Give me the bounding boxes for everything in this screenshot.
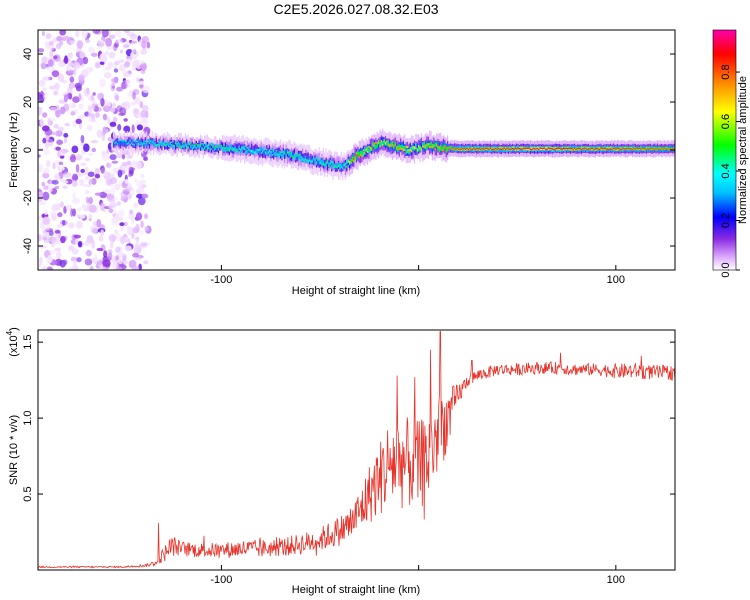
x-tick-label: 100	[607, 274, 625, 286]
y-tick-label: -40	[22, 238, 34, 254]
signal-ridge	[112, 128, 675, 181]
snr-y-multiplier-base: (x10	[8, 335, 20, 356]
colorbar-gradient	[712, 29, 737, 271]
y-tick-label: 1.5	[22, 335, 34, 350]
spectrogram-x-ticks: -100 100	[210, 265, 625, 286]
colorbar: 0.0 0.2 0.4 0.6 0.8 Normalized spectral ampl…	[712, 29, 749, 278]
colorbar-label: Normalized spectral amplitude	[737, 76, 749, 224]
x-tick-label: -100	[210, 574, 232, 586]
snr-x-ticks: -100 100	[210, 565, 625, 586]
figure-title: C2E5.2026.027.08.32.E03	[273, 1, 438, 17]
snr-series-line	[38, 331, 675, 569]
snr-y-label: SNR (10 * v/v)	[8, 415, 20, 485]
svg-text:(x104): (x104)	[5, 327, 20, 357]
y-tick-label: 1.0	[22, 410, 34, 425]
y-tick-label: 0.5	[22, 486, 34, 501]
y-tick-label: 40	[22, 48, 34, 60]
spectrogram-y-label: Frequency (Hz)	[8, 112, 20, 188]
spectrogram-x-label: Height of straight line (km)	[292, 285, 420, 297]
snr-panel: -100 100 0.5 1.0 1.5 Height of straight lin…	[5, 327, 676, 596]
colorbar-ticks: 0.0 0.2 0.4 0.6 0.8	[720, 64, 740, 278]
spectrogram-panel: -100 100 -40 -20 0 20 40 Height of straight l…	[8, 29, 676, 297]
snr-x-label: Height of straight line (km)	[292, 584, 420, 596]
colorbar-tick-label: 0.6	[720, 114, 732, 129]
colorbar-tick-label: 0.2	[720, 213, 732, 228]
snr-y-ticks: 0.5 1.0 1.5	[22, 335, 675, 502]
x-tick-label: 100	[607, 574, 625, 586]
snr-y-multiplier-exp: 4	[5, 330, 14, 335]
colorbar-tick-label: 0.4	[720, 163, 732, 178]
y-tick-label: 0	[22, 147, 34, 153]
spectrogram-y-ticks: -40 -20 0 20 40	[22, 48, 675, 254]
x-tick-label: -100	[210, 274, 232, 286]
y-tick-label: -20	[22, 190, 34, 206]
snr-frame	[37, 329, 676, 571]
y-tick-label: 20	[22, 96, 34, 108]
snr-y-multiplier: (x104)	[5, 327, 20, 357]
colorbar-tick-label: 0.0	[720, 262, 732, 277]
colorbar-tick-label: 0.8	[720, 64, 732, 79]
